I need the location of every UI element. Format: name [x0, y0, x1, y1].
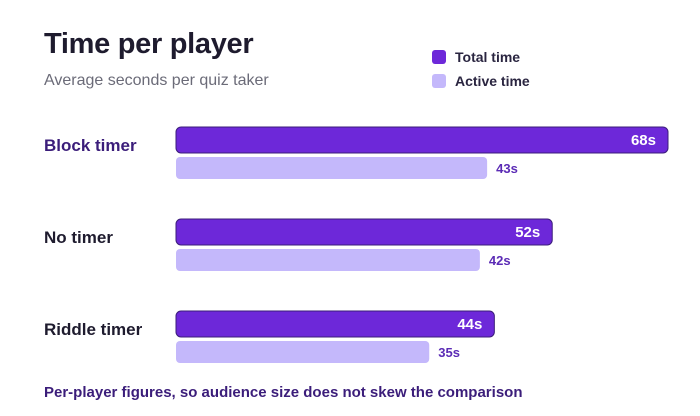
- legend-item-active: Active time: [432, 69, 530, 93]
- value-label-active-riddle-timer: 35s: [438, 345, 460, 360]
- chart-subtitle: Average seconds per quiz taker: [44, 72, 269, 89]
- chart-title: Time per player: [44, 28, 254, 60]
- category-label-no-timer: No timer: [44, 228, 113, 247]
- chart-footnote: Per-player figures, so audience size doe…: [44, 384, 523, 401]
- value-label-total-riddle-timer: 44s: [457, 316, 482, 333]
- legend-swatch-active: [432, 74, 446, 88]
- legend-label-active: Active time: [455, 73, 530, 89]
- value-label-total-block-timer: 68s: [631, 132, 656, 149]
- legend: Total time Active time: [432, 45, 530, 93]
- value-label-active-block-timer: 43s: [496, 161, 518, 176]
- legend-item-total: Total time: [432, 45, 530, 69]
- category-label-block-timer: Block timer: [44, 136, 137, 155]
- legend-label-total: Total time: [455, 49, 521, 65]
- bar-total-no-timer: [175, 218, 553, 246]
- bar-total-riddle-timer: [175, 310, 495, 338]
- bar-active-block-timer: [176, 157, 488, 179]
- category-label-riddle-timer: Riddle timer: [44, 320, 143, 339]
- bar-active-riddle-timer: [176, 341, 430, 363]
- bar-active-no-timer: [176, 249, 480, 271]
- bar-total-block-timer: [175, 126, 669, 154]
- value-label-active-no-timer: 42s: [489, 253, 511, 268]
- legend-swatch-total: [432, 50, 446, 64]
- value-label-total-no-timer: 52s: [515, 224, 540, 241]
